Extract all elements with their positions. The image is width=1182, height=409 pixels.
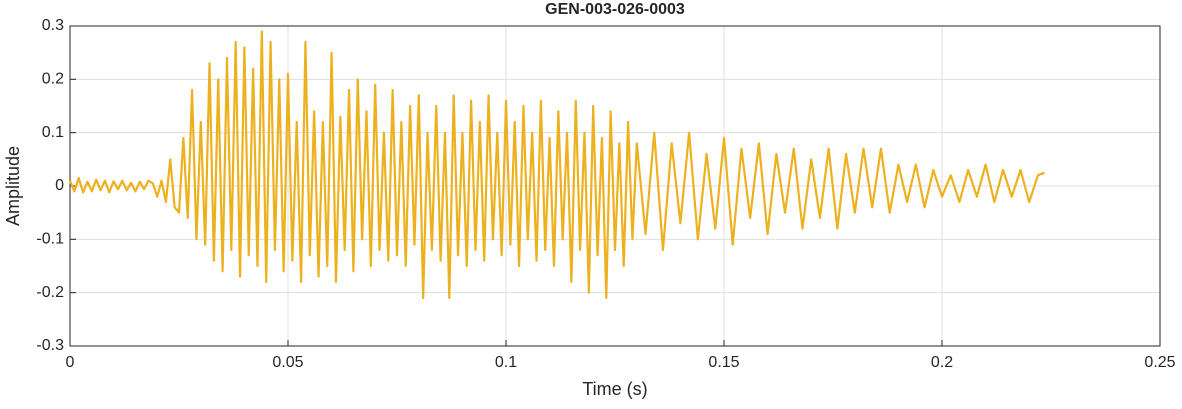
x-tick-label: 0.15 (708, 354, 739, 371)
axes-box (69, 25, 1161, 347)
y-tick-label: -0.1 (36, 231, 64, 248)
y-tick-label: 0.2 (42, 71, 64, 88)
x-tick-label: 0.05 (272, 354, 303, 371)
x-tick-label: 0.2 (931, 354, 953, 371)
waveform-line (68, 30, 1045, 300)
y-tick-label: 0.1 (42, 124, 64, 141)
x-tick-label: 0.25 (1144, 354, 1175, 371)
x-tick-label: 0.1 (495, 354, 517, 371)
y-tick-label: -0.2 (36, 284, 64, 301)
x-axis-label: Time (s) (582, 379, 647, 399)
y-axis-label: Amplitude (3, 146, 23, 226)
y-tick-label: 0.3 (42, 17, 64, 34)
y-tick-label: 0 (55, 177, 64, 194)
x-tick-label: 0 (66, 354, 75, 371)
chart-title: GEN-003-026-0003 (545, 1, 685, 18)
y-tick-label: -0.3 (36, 337, 64, 354)
